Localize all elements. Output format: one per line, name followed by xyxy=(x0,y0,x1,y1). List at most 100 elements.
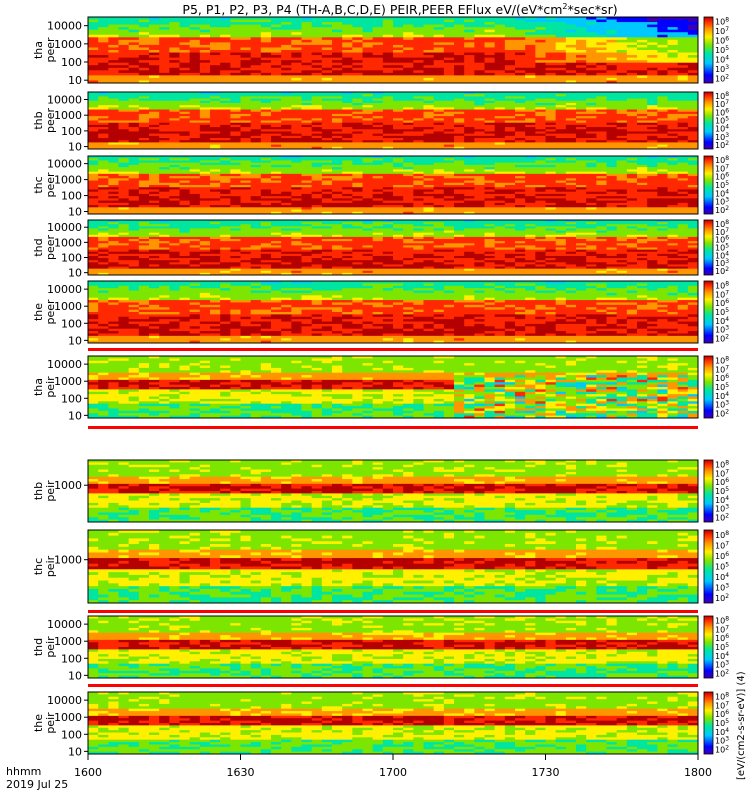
spectrogram-cell xyxy=(657,70,668,74)
spectrogram-cell xyxy=(626,200,638,204)
spectrogram-cell xyxy=(576,176,587,179)
spectrogram-cell xyxy=(128,138,140,141)
spectrogram-cell xyxy=(464,27,475,31)
spectrogram-cell xyxy=(149,131,160,135)
spectrogram-cell xyxy=(362,180,374,184)
spectrogram-cell xyxy=(220,24,231,28)
spectrogram-cell xyxy=(687,196,699,199)
spectrogram-cell xyxy=(545,160,557,164)
spectrogram-cell xyxy=(98,70,109,74)
spectrogram-cell xyxy=(474,60,485,64)
spectrogram-cell xyxy=(576,144,587,148)
spectrogram-cell xyxy=(677,47,689,51)
spectrogram-cell xyxy=(474,29,485,33)
spectrogram-cell xyxy=(504,129,516,132)
spectrogram-cell xyxy=(565,39,577,43)
spectrogram-cell xyxy=(342,120,353,124)
spectrogram-cell xyxy=(555,22,567,26)
spectrogram-cell xyxy=(210,70,221,74)
spectrogram-cell xyxy=(626,127,638,130)
spectrogram-cell xyxy=(474,211,485,215)
spectrogram-cell xyxy=(576,133,587,137)
spectrogram-cell xyxy=(565,122,577,126)
spectrogram-cell xyxy=(281,107,292,110)
spectrogram-cell xyxy=(342,146,353,150)
spectrogram-cell xyxy=(555,182,567,186)
spectrogram-cell xyxy=(637,131,648,135)
spectrogram-cell xyxy=(616,211,628,215)
spectrogram-cell xyxy=(555,158,567,161)
spectrogram-cell xyxy=(423,129,435,132)
spectrogram-cell xyxy=(210,107,221,110)
spectrogram-cell xyxy=(586,109,597,113)
spectrogram-cell xyxy=(637,224,648,227)
spectrogram-cell xyxy=(545,118,557,121)
spectrogram-cell xyxy=(291,222,302,225)
spectrogram-cell xyxy=(210,178,221,181)
spectrogram-cell xyxy=(169,94,180,97)
spectrogram-cell xyxy=(403,158,414,161)
spectrogram-cell xyxy=(687,209,699,213)
spectrogram-cell xyxy=(535,173,546,177)
spectrogram-cell xyxy=(352,29,363,33)
spectrogram-cell xyxy=(525,19,536,23)
spectrogram-cell xyxy=(149,120,160,124)
spectrogram-cell xyxy=(189,211,201,215)
spectrogram-cell xyxy=(667,209,679,213)
spectrogram-cell xyxy=(393,80,404,84)
spectrogram-cell xyxy=(199,32,211,36)
spectrogram-cell xyxy=(464,107,475,110)
spectrogram-cell xyxy=(138,98,150,102)
spectrogram-cell xyxy=(433,124,445,128)
spectrogram-cell xyxy=(403,176,414,179)
spectrogram-cell xyxy=(626,220,638,223)
spectrogram-cell xyxy=(271,171,282,175)
spectrogram-cell xyxy=(687,111,699,115)
spectrogram-cell xyxy=(362,72,374,76)
spectrogram-cell xyxy=(332,220,343,223)
spectrogram-cell xyxy=(443,160,455,164)
spectrogram-cell xyxy=(149,162,160,166)
spectrogram-cell xyxy=(210,140,221,143)
spectrogram-cell xyxy=(687,182,699,186)
spectrogram-cell xyxy=(128,135,140,139)
spectrogram-cell xyxy=(128,169,140,173)
spectrogram-cell xyxy=(372,60,384,64)
spectrogram-cell xyxy=(555,19,567,23)
spectrogram-cell xyxy=(474,144,485,148)
spectrogram-cell xyxy=(647,55,658,59)
spectrogram-cell xyxy=(199,140,211,143)
spectrogram-cell xyxy=(342,92,353,95)
spectrogram-cell xyxy=(220,19,231,23)
spectrogram-cell xyxy=(301,60,313,64)
spectrogram-cell xyxy=(464,120,475,124)
spectrogram-cell xyxy=(606,116,618,119)
spectrogram-cell xyxy=(657,50,668,53)
spectrogram-cell xyxy=(291,169,302,173)
spectrogram-cell xyxy=(332,98,343,102)
spectrogram-cell xyxy=(281,57,292,61)
spectrogram-cell xyxy=(433,144,445,148)
spectrogram-cell xyxy=(138,146,150,150)
spectrogram-cell xyxy=(138,191,150,195)
spectrogram-cell xyxy=(647,29,658,33)
spectrogram-cell xyxy=(149,167,160,170)
spectrogram-cell xyxy=(271,94,282,97)
spectrogram-cell xyxy=(504,164,516,168)
spectrogram-cell xyxy=(403,182,414,186)
spectrogram-cell xyxy=(362,176,374,179)
spectrogram-cell xyxy=(311,140,323,143)
spectrogram-cell xyxy=(586,171,597,175)
spectrogram-cell xyxy=(260,131,272,135)
spectrogram-cell xyxy=(220,198,231,202)
spectrogram-cell xyxy=(596,111,607,115)
spectrogram-cell xyxy=(138,55,150,59)
spectrogram-cell xyxy=(565,109,577,113)
spectrogram-cell xyxy=(494,80,506,84)
spectrogram-cell xyxy=(504,29,516,33)
spectrogram-cell xyxy=(413,224,424,227)
spectrogram-cell xyxy=(382,135,394,139)
spectrogram-cell xyxy=(586,198,597,202)
spectrogram-cell xyxy=(128,34,140,38)
spectrogram-cell xyxy=(443,116,455,119)
